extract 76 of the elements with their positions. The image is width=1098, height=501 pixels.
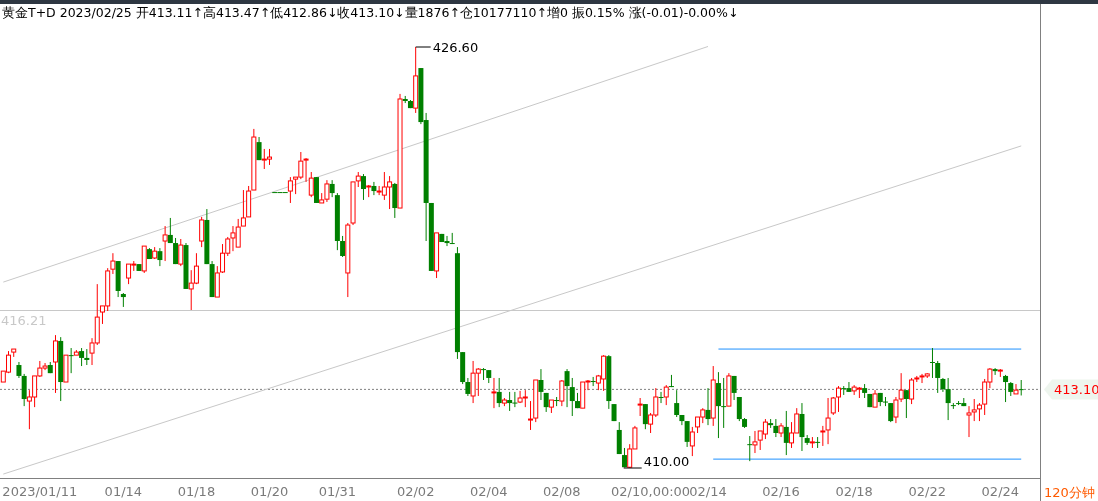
candlestick	[52, 334, 58, 394]
candlestick	[658, 391, 664, 404]
x-tick-label: 02/24	[981, 484, 1020, 499]
candlestick	[674, 389, 680, 418]
candlestick	[162, 225, 168, 262]
candlestick	[21, 373, 27, 407]
candlestick	[668, 374, 674, 388]
candlestick	[935, 360, 941, 394]
candlestick	[287, 176, 293, 204]
candlestick	[642, 403, 648, 430]
candlestick	[167, 217, 173, 244]
x-tick-label: 01/31	[318, 484, 357, 499]
candlestick	[559, 379, 565, 407]
candlestick	[199, 216, 205, 248]
x-tick-label: 02/02	[396, 484, 435, 499]
candlestick	[512, 391, 518, 408]
chart-title: 黄金T+D 2023/02/25 开413.11↑高413.47↑低412.86↓收413.10↓量1876↑仓10177110↑增0 振0.15% 涨(-0.01)-0.00%↓	[2, 5, 739, 20]
x-tick-label: 02/04	[470, 484, 508, 499]
x-tick-label: 01/18	[177, 484, 216, 499]
candlestick	[1018, 379, 1024, 396]
candlestick	[731, 375, 737, 401]
candlestick	[929, 347, 935, 379]
candlestick	[173, 237, 179, 265]
x-tick-label: 01/20	[250, 484, 289, 499]
candlestick	[564, 368, 570, 408]
candlestick	[496, 377, 502, 408]
text: 120分钟	[1044, 485, 1095, 500]
candlestick	[945, 377, 951, 421]
candlestick	[449, 232, 455, 245]
x-tick-label: 02/18	[835, 484, 873, 499]
candlestick	[481, 367, 487, 381]
x-tick-label: 02/22	[908, 484, 946, 499]
candlestick	[126, 263, 132, 285]
candlestick	[1003, 374, 1009, 403]
candlestick	[909, 377, 915, 405]
candlestick	[110, 252, 116, 275]
candlestick	[684, 420, 690, 448]
x-tick-label: 02/16	[762, 484, 800, 499]
candlestick	[773, 418, 779, 438]
candlestick	[569, 377, 575, 417]
candlestick	[360, 173, 366, 201]
candlestick	[340, 235, 346, 258]
candlestick	[762, 418, 768, 440]
candlestick	[308, 171, 314, 198]
x-tick-label: 2023/01/11	[2, 484, 78, 499]
candlestick	[491, 377, 497, 409]
candlestick	[705, 387, 711, 426]
candlestick	[178, 238, 184, 267]
candlestick	[637, 397, 643, 417]
candlestick	[736, 396, 742, 422]
candlestick	[371, 181, 377, 196]
candlestick	[888, 402, 894, 423]
x-tick-label: 01/14	[104, 484, 143, 499]
candlestick	[815, 436, 821, 449]
candlestick	[783, 410, 789, 456]
ref-line-label: 413.10	[1054, 382, 1098, 398]
candlestick	[68, 347, 74, 374]
candlestick	[79, 347, 85, 367]
candlestick	[992, 367, 998, 376]
candlestick	[715, 371, 721, 439]
candlestick	[747, 435, 753, 462]
candlestick	[663, 384, 669, 406]
x-tick-label: 02/10,00:00	[611, 484, 691, 499]
candlestick	[538, 368, 544, 401]
candlestick	[799, 402, 805, 452]
candlestick	[689, 426, 695, 457]
candlestick	[903, 389, 909, 419]
annotation: 426.60	[432, 40, 479, 55]
candlestick	[1013, 383, 1019, 395]
x-tick-label: 02/08	[543, 484, 581, 499]
x-tick-label: 02/14	[689, 484, 727, 499]
candlestick	[721, 377, 727, 429]
candlestick	[157, 247, 163, 267]
candlestick	[752, 430, 758, 454]
candlestick	[507, 391, 513, 412]
annotation: 410.00	[643, 454, 690, 469]
